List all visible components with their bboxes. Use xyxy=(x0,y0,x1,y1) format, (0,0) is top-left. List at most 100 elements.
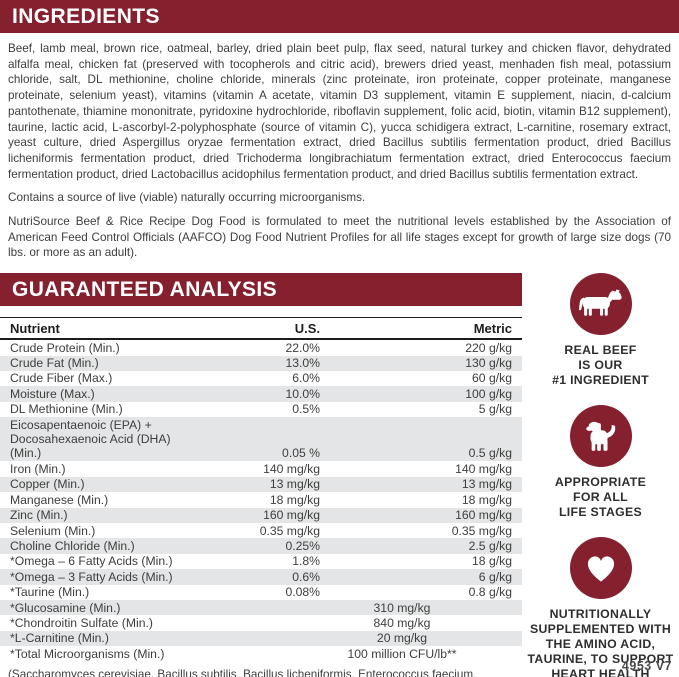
nutrient-name: *Total Microorganisms (Min.) xyxy=(10,646,165,661)
us-value: 160 mg/kg xyxy=(263,508,320,523)
badge-caption: APPROPRIATE FOR ALL LIFE STAGES xyxy=(554,475,647,520)
table-row: *Total Microorganisms (Min.) 100 million … xyxy=(0,646,522,661)
table-row: Choline Chloride (Min.) 0.25% 2.5 g/kg xyxy=(0,538,522,554)
nutrient-name: Eicosapentaenoic (EPA) + Docosahexaenoic… xyxy=(10,417,171,461)
metric-value: 6 g/kg xyxy=(478,569,512,584)
table-body: Crude Protein (Min.) 22.0% 220 g/kg Crude F… xyxy=(0,340,522,662)
metric-value: 220 g/kg xyxy=(465,340,512,355)
guaranteed-analysis-title: GUARANTEED ANALYSIS xyxy=(12,277,278,301)
metric-value: 0.8 g/kg xyxy=(468,585,512,600)
benefit-badges-rail: REAL BEEF IS OUR #1 INGREDIENT APPROPRIAT… xyxy=(522,273,679,677)
nutrient-name: *Glucosamine (Min.) xyxy=(10,600,121,615)
us-value: 140 mg/kg xyxy=(263,461,320,476)
badge-life-stages: APPROPRIATE FOR ALL LIFE STAGES xyxy=(555,405,646,520)
combined-value: 100 million CFU/lb** xyxy=(347,646,457,661)
us-value: 0.08% xyxy=(285,585,320,600)
metric-value: 0.5 g/kg xyxy=(468,446,512,461)
nutrient-name: Iron (Min.) xyxy=(10,461,66,476)
nutrient-name: Moisture (Max.) xyxy=(10,386,95,401)
badge-heart-health: NUTRITIONALLY SUPPLEMENTED WITH THE AMIN… xyxy=(528,537,674,677)
nutrient-name: *Taurine (Min.) xyxy=(10,585,90,600)
metric-value: 60 g/kg xyxy=(472,371,512,386)
guaranteed-analysis-table: Nutrient U.S. Metric Crude Protein (Min.… xyxy=(0,317,522,662)
table-row: Selenium (Min.) 0.35 mg/kg 0.35 mg/kg xyxy=(0,523,522,538)
us-value: 0.05 % xyxy=(282,446,320,461)
us-value: 0.25% xyxy=(285,538,320,553)
badge-real-beef: REAL BEEF IS OUR #1 INGREDIENT xyxy=(552,273,649,388)
us-value: 1.8% xyxy=(292,554,320,569)
badge-caption: REAL BEEF IS OUR #1 INGREDIENT xyxy=(552,343,649,388)
table-header-row: Nutrient U.S. Metric xyxy=(0,317,522,341)
lower-section: GUARANTEED ANALYSIS Nutrient U.S. Metric… xyxy=(0,273,679,677)
contains-note: Contains a source of live (viable) natur… xyxy=(8,191,366,205)
sku-code: 4953 V7 xyxy=(621,659,672,673)
badge-caption: NUTRITIONALLY SUPPLEMENTED WITH THE AMIN… xyxy=(527,607,674,677)
nutrient-name: Zinc (Min.) xyxy=(10,508,68,523)
nutrient-name: Manganese (Min.) xyxy=(10,492,109,507)
dog-icon xyxy=(569,405,632,468)
nutrient-name: Crude Protein (Min.) xyxy=(10,340,120,355)
metric-value: 0.35 mg/kg xyxy=(451,523,512,538)
table-row: Eicosapentaenoic (EPA) + Docosahexaenoic… xyxy=(0,417,522,462)
ingredients-header-bar: INGREDIENTS xyxy=(0,0,679,33)
combined-value: 20 mg/kg xyxy=(376,631,428,646)
guaranteed-analysis-header-bar: GUARANTEED ANALYSIS xyxy=(0,273,522,307)
combined-value: 840 mg/kg xyxy=(373,615,431,630)
table-row: Crude Protein (Min.) 22.0% 220 g/kg xyxy=(0,340,522,355)
heart-icon xyxy=(569,537,632,600)
us-value: 22.0% xyxy=(285,340,320,355)
table-row: *Taurine (Min.) 0.08% 0.8 g/kg xyxy=(0,585,522,600)
table-row: Moisture (Max.) 10.0% 100 g/kg xyxy=(0,386,522,402)
nutrient-name: Crude Fat (Min.) xyxy=(10,356,99,371)
combined-value: 310 mg/kg xyxy=(373,600,431,615)
us-value: 10.0% xyxy=(285,386,320,401)
metric-value: 18 mg/kg xyxy=(461,492,512,507)
us-value: 6.0% xyxy=(292,371,320,386)
us-value: 0.5% xyxy=(292,402,320,417)
us-value: 0.35 mg/kg xyxy=(259,523,320,538)
table-row: *Omega – 3 Fatty Acids (Min.) 0.6% 6 g/kg xyxy=(0,569,522,585)
table-row: Iron (Min.) 140 mg/kg 140 mg/kg xyxy=(0,461,522,476)
ingredients-list: Beef, lamb meal, brown rice, oatmeal, ba… xyxy=(8,42,671,181)
nutrient-name: *Chondroitin Sulfate (Min.) xyxy=(10,615,153,630)
metric-value: 140 mg/kg xyxy=(455,461,512,476)
column-header-nutrient: Nutrient xyxy=(10,321,60,337)
us-value: 18 mg/kg xyxy=(269,492,320,507)
table-row: *Glucosamine (Min.) 310 mg/kg xyxy=(0,600,522,616)
guaranteed-analysis-section: GUARANTEED ANALYSIS Nutrient U.S. Metric… xyxy=(0,273,522,677)
nutrient-name: *Omega – 6 Fatty Acids (Min.) xyxy=(10,554,173,569)
aafco-statement: NutriSource Beef & Rice Recipe Dog Food … xyxy=(8,215,671,260)
table-row: *L-Carnitine (Min.) 20 mg/kg xyxy=(0,630,522,647)
nutrient-name: Crude Fiber (Max.) xyxy=(10,371,113,386)
table-row: Copper (Min.) 13 mg/kg 13 mg/kg xyxy=(0,476,522,493)
metric-value: 13 mg/kg xyxy=(461,477,512,492)
cow-icon xyxy=(569,273,632,336)
table-row: Crude Fat (Min.) 13.0% 130 g/kg xyxy=(0,355,522,371)
table-row: *Omega – 6 Fatty Acids (Min.) 1.8% 18 g/kg xyxy=(0,554,522,569)
us-value: 0.6% xyxy=(292,569,320,584)
us-value: 13 mg/kg xyxy=(269,477,320,492)
table-row: Manganese (Min.) 18 mg/kg 18 mg/kg xyxy=(0,492,522,507)
nutrient-name: Choline Chloride (Min.) xyxy=(10,538,135,553)
metric-value: 100 g/kg xyxy=(465,386,512,401)
nutrient-name: DL Methionine (Min.) xyxy=(10,402,123,417)
metric-value: 130 g/kg xyxy=(465,356,512,371)
metric-value: 5 g/kg xyxy=(478,402,512,417)
metric-value: 18 g/kg xyxy=(472,554,512,569)
table-row: DL Methionine (Min.) 0.5% 5 g/kg xyxy=(0,402,522,417)
footnote: (Saccharomyces cerevisiae, Bacillus subt… xyxy=(8,667,477,677)
footnotes: (Saccharomyces cerevisiae, Bacillus subt… xyxy=(8,668,522,677)
nutrient-name: Copper (Min.) xyxy=(10,477,85,492)
nutrient-name: *L-Carnitine (Min.) xyxy=(10,631,109,646)
column-header-metric: Metric xyxy=(473,321,512,337)
nutrient-name: Selenium (Min.) xyxy=(10,523,96,538)
metric-value: 160 mg/kg xyxy=(455,508,512,523)
metric-value: 2.5 g/kg xyxy=(468,538,512,553)
ingredients-title: INGREDIENTS xyxy=(12,4,160,28)
table-row: Crude Fiber (Max.) 6.0% 60 g/kg xyxy=(0,371,522,386)
column-header-us: U.S. xyxy=(294,321,320,337)
table-row: *Chondroitin Sulfate (Min.) 840 mg/kg xyxy=(0,615,522,630)
table-row: Zinc (Min.) 160 mg/kg 160 mg/kg xyxy=(0,507,522,524)
us-value: 13.0% xyxy=(285,356,320,371)
